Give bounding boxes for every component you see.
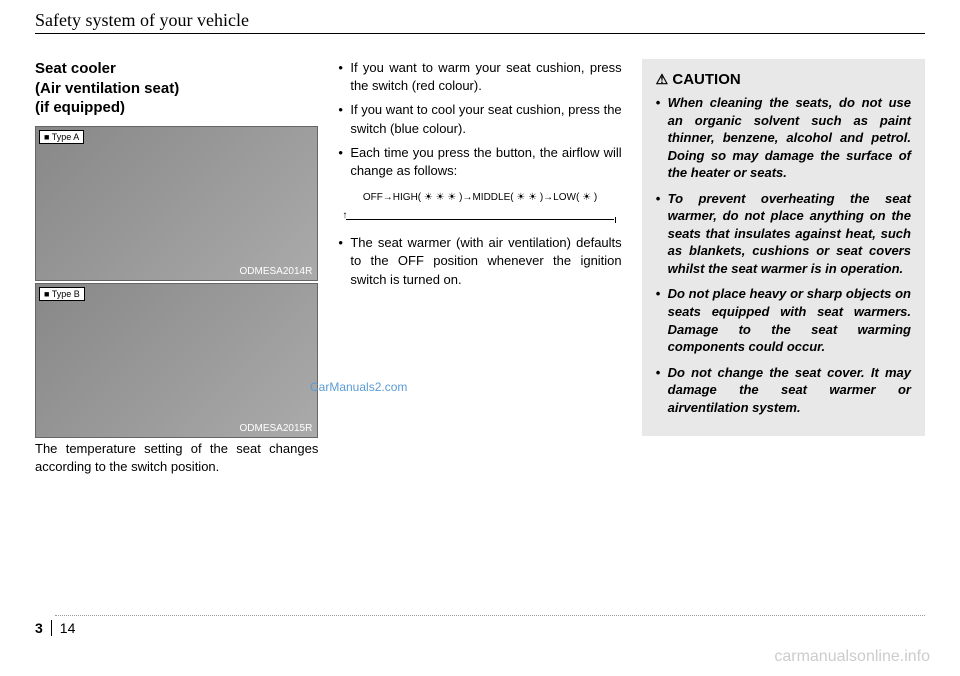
- title-line-2: (Air ventilation seat): [35, 80, 179, 97]
- caution-icon: ⚠: [656, 71, 669, 87]
- title-line-3: (if equipped): [35, 99, 125, 116]
- bullet-list-2: The seat warmer (with air ventilation) d…: [338, 234, 621, 289]
- list-item: Do not place heavy or sharp objects on s…: [656, 285, 911, 355]
- list-item: To prevent overheating the seat warmer, …: [656, 190, 911, 278]
- list-item: If you want to cool your seat cushion, p…: [338, 101, 621, 137]
- dotted-divider: [55, 615, 925, 616]
- list-item: When cleaning the seats, do not use an o…: [656, 94, 911, 182]
- list-item: The seat warmer (with air ventilation) d…: [338, 234, 621, 289]
- watermark-bottom: carmanualsonline.info: [774, 648, 930, 666]
- caution-label: CAUTION: [672, 71, 740, 88]
- header-divider: [35, 33, 925, 34]
- page-header: Safety system of your vehicle: [0, 0, 960, 33]
- image-type-b: ■ Type B ODMESA2015R: [35, 283, 318, 438]
- image-code-a: ODMESA2014R: [240, 266, 313, 277]
- section-number: 3: [35, 620, 52, 636]
- list-item: Do not change the seat cover. It may dam…: [656, 364, 911, 417]
- page-num: 14: [60, 620, 76, 636]
- watermark-center: CarManuals2.com: [310, 380, 407, 394]
- caution-list: When cleaning the seats, do not use an o…: [656, 94, 911, 416]
- column-2: If you want to warm your seat cushion, p…: [338, 59, 621, 476]
- caution-box: ⚠ CAUTION When cleaning the seats, do no…: [642, 59, 925, 436]
- list-item: Each time you press the button, the airf…: [338, 144, 621, 180]
- content-area: Seat cooler (Air ventilation seat) (if e…: [0, 59, 960, 476]
- list-item: If you want to warm your seat cushion, p…: [338, 59, 621, 95]
- caution-title: ⚠ CAUTION: [656, 71, 911, 88]
- page-number: 3 14: [35, 620, 75, 636]
- section-title: Seat cooler (Air ventilation seat) (if e…: [35, 59, 318, 118]
- flow-arrow-line: [346, 219, 613, 220]
- title-line-1: Seat cooler: [35, 60, 116, 77]
- column-1: Seat cooler (Air ventilation seat) (if e…: [35, 59, 318, 476]
- image-type-a: ■ Type A ODMESA2014R: [35, 126, 318, 281]
- flow-diagram: OFF→HIGH( ☀ ☀ ☀ )→MIDDLE( ☀ ☀ )→LOW( ☀ ): [338, 188, 621, 207]
- column-3: ⚠ CAUTION When cleaning the seats, do no…: [642, 59, 925, 476]
- bullet-list-1: If you want to warm your seat cushion, p…: [338, 59, 621, 180]
- image-type-label-a: ■ Type A: [39, 130, 84, 144]
- body-text: The temperature setting of the seat chan…: [35, 440, 318, 476]
- image-code-b: ODMESA2015R: [240, 423, 313, 434]
- image-type-label-b: ■ Type B: [39, 287, 85, 301]
